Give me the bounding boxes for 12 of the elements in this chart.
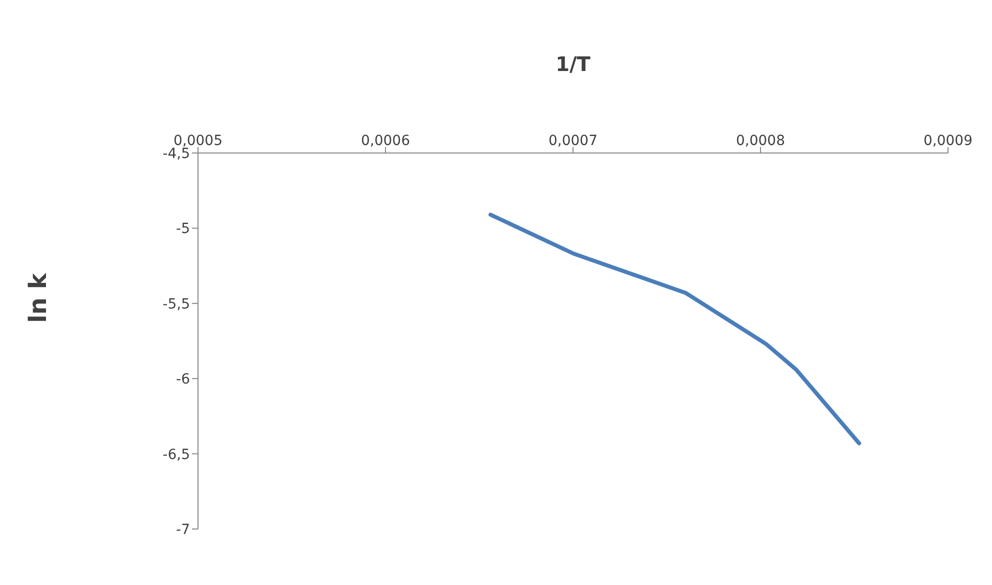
- y-axis-title: ln k: [24, 273, 52, 323]
- y-tick-label: -5,5: [162, 296, 190, 312]
- x-tick-label: 0,0008: [736, 133, 785, 149]
- y-tick-label: -6: [176, 372, 190, 388]
- x-tick-label: 0,0009: [924, 133, 972, 149]
- line-series: [488, 212, 862, 446]
- x-axis-title: 1/T: [554, 52, 592, 76]
- y-tick-label: -7: [176, 522, 190, 538]
- x-tick-label: 0,0007: [548, 133, 598, 149]
- x-tick-label: 0,0006: [361, 133, 410, 149]
- y-tick-label: -6,5: [162, 446, 190, 463]
- y-tick-label: -5: [176, 221, 190, 238]
